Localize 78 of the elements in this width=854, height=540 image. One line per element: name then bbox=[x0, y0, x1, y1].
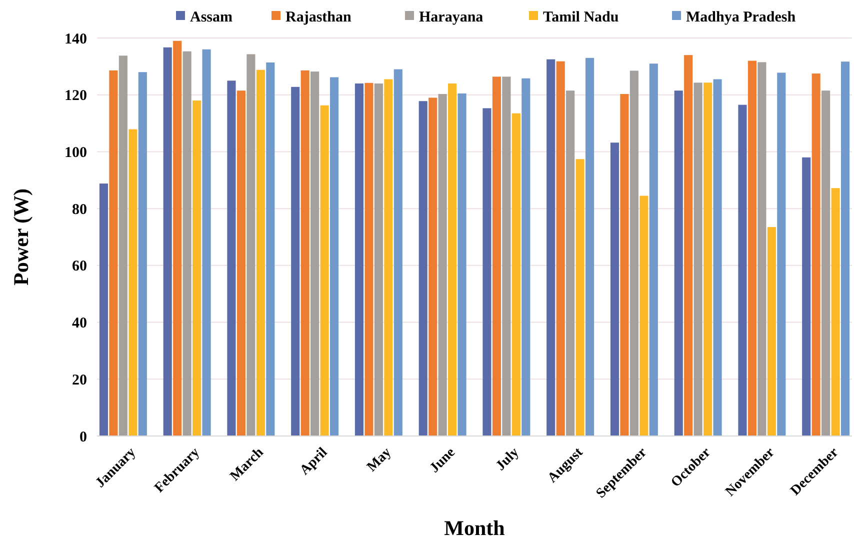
bar bbox=[354, 83, 364, 436]
y-tick-label: 80 bbox=[72, 202, 87, 218]
y-tick-label: 100 bbox=[64, 144, 87, 161]
bar bbox=[777, 72, 786, 436]
bar bbox=[812, 74, 820, 436]
bar bbox=[566, 90, 575, 436]
bar bbox=[291, 86, 300, 436]
bar bbox=[182, 51, 192, 436]
bar bbox=[738, 104, 747, 436]
bar bbox=[674, 90, 683, 436]
bar bbox=[300, 70, 310, 436]
legend-label: Tamil Nadu bbox=[543, 9, 619, 26]
bar bbox=[482, 108, 492, 436]
bar bbox=[748, 60, 756, 436]
bar bbox=[374, 83, 383, 436]
y-tick-label: 40 bbox=[72, 316, 87, 332]
x-tick-label: July bbox=[493, 445, 522, 474]
bar bbox=[192, 100, 202, 436]
x-tick-label: June bbox=[427, 445, 458, 476]
legend-label: Madhya Pradesh bbox=[686, 9, 796, 26]
bar bbox=[758, 62, 766, 436]
bar bbox=[630, 70, 638, 436]
bar bbox=[704, 82, 712, 436]
bar bbox=[522, 78, 530, 436]
y-tick-label: 0 bbox=[80, 429, 87, 446]
bar bbox=[394, 69, 402, 436]
bar bbox=[802, 157, 811, 436]
bar bbox=[163, 47, 172, 436]
bar bbox=[512, 113, 520, 436]
bar bbox=[713, 79, 722, 436]
bar bbox=[831, 188, 840, 436]
bar bbox=[546, 59, 556, 436]
bar bbox=[138, 72, 147, 436]
bar bbox=[173, 40, 182, 436]
bar bbox=[364, 82, 374, 436]
x-axis-title: Month bbox=[444, 516, 506, 540]
bar bbox=[246, 54, 256, 436]
bar bbox=[128, 129, 138, 436]
bar bbox=[492, 76, 501, 436]
legend-label: Harayana bbox=[419, 9, 484, 26]
x-tick-label: May bbox=[364, 445, 394, 476]
bar bbox=[502, 76, 511, 436]
bar bbox=[384, 79, 393, 436]
bar bbox=[684, 55, 693, 436]
bar bbox=[576, 159, 584, 436]
bar bbox=[99, 184, 108, 436]
bar bbox=[202, 49, 211, 436]
y-tick-label: 140 bbox=[64, 31, 87, 48]
bar bbox=[448, 83, 457, 436]
y-axis-title: Power (W) bbox=[9, 188, 33, 286]
legend-label: Rajasthan bbox=[286, 9, 352, 26]
bar bbox=[640, 196, 648, 436]
bar bbox=[256, 70, 265, 436]
bar bbox=[438, 94, 447, 436]
bar bbox=[458, 93, 466, 436]
legend-label: Assam bbox=[190, 9, 234, 26]
bar bbox=[556, 61, 565, 436]
bar bbox=[822, 90, 830, 436]
y-tick-label: 120 bbox=[64, 88, 87, 104]
bar bbox=[840, 62, 850, 436]
bar bbox=[418, 101, 428, 436]
y-tick-label: 60 bbox=[72, 258, 87, 275]
bar bbox=[236, 90, 246, 436]
bar bbox=[310, 72, 320, 436]
bar bbox=[620, 94, 629, 436]
bar bbox=[227, 80, 236, 436]
bar bbox=[330, 77, 339, 436]
bar bbox=[610, 142, 620, 436]
bar bbox=[428, 98, 438, 436]
bar bbox=[118, 56, 128, 436]
bar bbox=[266, 62, 275, 436]
bar bbox=[649, 64, 658, 436]
bar bbox=[320, 105, 329, 436]
bar bbox=[694, 82, 702, 436]
bar bbox=[767, 227, 776, 436]
y-tick-label: 20 bbox=[72, 372, 87, 388]
bar bbox=[585, 58, 594, 436]
bar bbox=[109, 70, 118, 436]
